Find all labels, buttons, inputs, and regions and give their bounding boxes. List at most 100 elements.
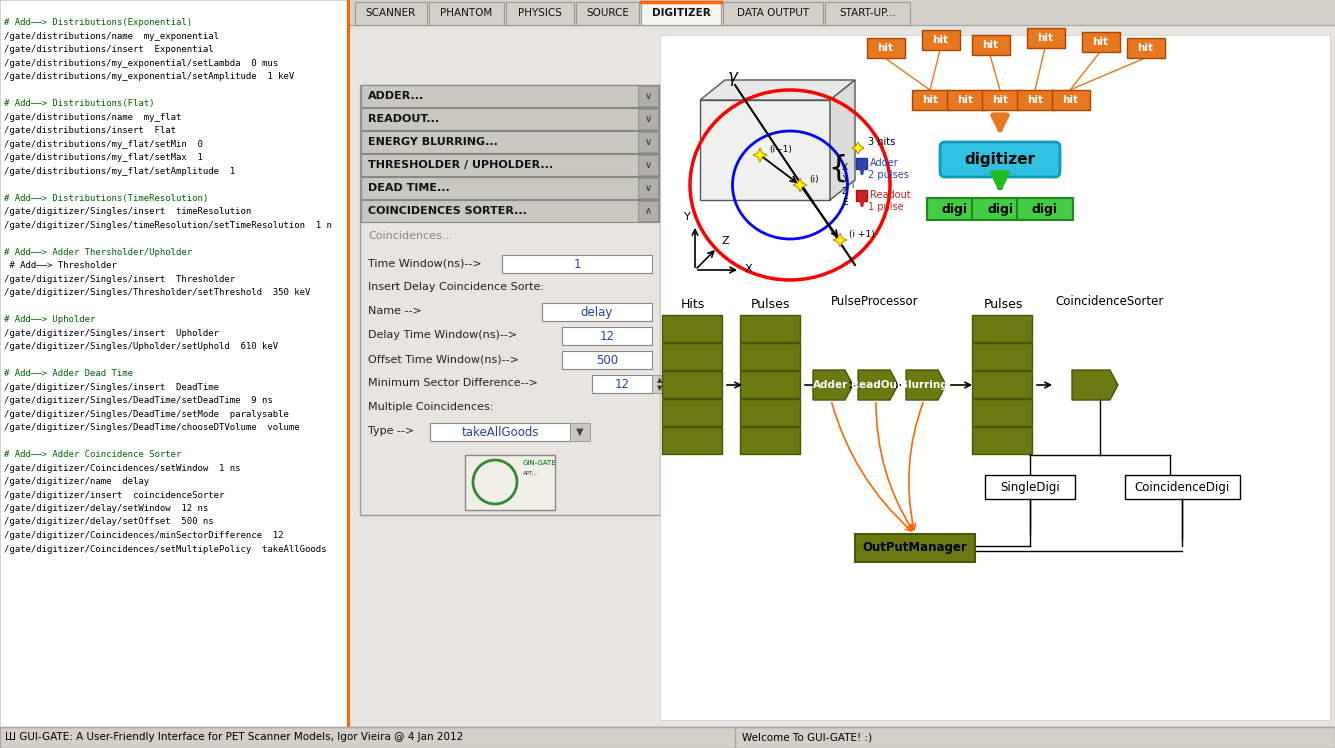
- Text: CoincidenceDigi: CoincidenceDigi: [1135, 480, 1230, 494]
- Text: Offset Time Window(ns)-->: Offset Time Window(ns)-->: [368, 354, 519, 364]
- Text: hit: hit: [983, 40, 999, 50]
- Text: ∨: ∨: [645, 160, 651, 170]
- Bar: [638, 86, 658, 106]
- Bar: [972, 315, 1032, 342]
- Bar: [1027, 28, 1065, 48]
- Bar: [570, 423, 590, 441]
- Text: digi: digi: [943, 203, 968, 215]
- Text: PHANTOM: PHANTOM: [441, 8, 493, 18]
- Text: ENERGY BLURRING...: ENERGY BLURRING...: [368, 137, 498, 147]
- Text: PulseProcessor: PulseProcessor: [832, 295, 918, 308]
- Text: Minimum Sector Difference-->: Minimum Sector Difference-->: [368, 378, 538, 388]
- Text: # Add——> Distributions(TimeResolution): # Add——> Distributions(TimeResolution): [4, 194, 208, 203]
- Bar: [591, 375, 651, 393]
- Text: /gate/distributions/name  my_exponential: /gate/distributions/name my_exponential: [4, 31, 219, 40]
- Text: /gate/digitizer/Singles/DeadTime/setMode  paralysable: /gate/digitizer/Singles/DeadTime/setMode…: [4, 409, 288, 418]
- Text: START-UP...: START-UP...: [840, 8, 896, 18]
- Bar: [856, 190, 866, 201]
- Bar: [360, 177, 659, 199]
- Bar: [825, 2, 910, 25]
- Text: # Add——> Distributions(Flat): # Add——> Distributions(Flat): [4, 99, 155, 108]
- Text: /gate/digitizer/Coincidences/minSectorDifference  12: /gate/digitizer/Coincidences/minSectorDi…: [4, 531, 283, 540]
- Bar: [662, 343, 722, 370]
- Bar: [985, 475, 1075, 499]
- Bar: [740, 371, 800, 398]
- Text: Name -->: Name -->: [368, 306, 422, 316]
- Text: PHYSICS: PHYSICS: [518, 8, 562, 18]
- Bar: [972, 399, 1032, 426]
- Text: (i): (i): [809, 175, 818, 184]
- Text: Insert Delay Coincidence Sorte:: Insert Delay Coincidence Sorte:: [368, 282, 543, 292]
- Text: ADDER...: ADDER...: [368, 91, 425, 101]
- Bar: [662, 371, 722, 398]
- Text: ReadOut: ReadOut: [850, 380, 901, 390]
- Text: READOUT...: READOUT...: [368, 114, 439, 124]
- Text: hit: hit: [992, 95, 1008, 105]
- Text: hit: hit: [1063, 95, 1077, 105]
- Text: ▼: ▼: [657, 385, 662, 391]
- Text: hit: hit: [1027, 95, 1043, 105]
- Bar: [638, 132, 658, 152]
- Text: /gate/distributions/name  my_flat: /gate/distributions/name my_flat: [4, 112, 182, 121]
- Text: SOURCE: SOURCE: [586, 8, 629, 18]
- Text: Adder: Adder: [813, 380, 849, 390]
- Bar: [972, 35, 1011, 55]
- Bar: [562, 351, 651, 369]
- Text: /gate/digitizer/Coincidences/setWindow  1 ns: /gate/digitizer/Coincidences/setWindow 1…: [4, 464, 240, 473]
- Bar: [465, 455, 555, 510]
- Bar: [740, 427, 800, 454]
- Text: (i +1): (i +1): [849, 230, 874, 239]
- Text: SCANNER: SCANNER: [366, 8, 417, 18]
- Bar: [638, 155, 658, 175]
- Bar: [350, 25, 1335, 727]
- Text: Welcome To GUI-GATE! :): Welcome To GUI-GATE! :): [742, 732, 872, 742]
- Bar: [740, 315, 800, 342]
- Bar: [430, 423, 570, 441]
- Bar: [926, 198, 983, 220]
- Text: /gate/digitizer/Singles/DeadTime/setDeadTime  9 ns: /gate/digitizer/Singles/DeadTime/setDead…: [4, 396, 272, 405]
- Text: /gate/digitizer/Singles/insert  timeResolution: /gate/digitizer/Singles/insert timeResol…: [4, 207, 251, 216]
- Bar: [0, 727, 1335, 748]
- Bar: [866, 38, 905, 58]
- Text: Multiple Coincidences:: Multiple Coincidences:: [368, 402, 494, 412]
- Bar: [1017, 90, 1055, 110]
- Text: hit: hit: [1037, 33, 1053, 43]
- Polygon shape: [753, 148, 768, 162]
- Bar: [854, 534, 975, 562]
- Text: ∨: ∨: [645, 137, 651, 147]
- Text: /gate/digitizer/Singles/Upholder/setUphold  610 keV: /gate/digitizer/Singles/Upholder/setUpho…: [4, 342, 278, 351]
- Text: hit: hit: [877, 43, 893, 53]
- Text: 12: 12: [599, 330, 614, 343]
- Text: DIGITIZER: DIGITIZER: [651, 8, 710, 18]
- Text: takeAllGoods: takeAllGoods: [462, 426, 539, 438]
- Polygon shape: [700, 100, 830, 200]
- Text: 1 pulse: 1 pulse: [868, 202, 904, 212]
- Bar: [360, 85, 659, 515]
- Polygon shape: [906, 370, 947, 400]
- Text: (i−1): (i−1): [769, 145, 792, 154]
- Bar: [350, 0, 1335, 25]
- Polygon shape: [700, 80, 854, 100]
- Text: /gate/distributions/my_flat/setAmplitude  1: /gate/distributions/my_flat/setAmplitude…: [4, 167, 235, 176]
- Text: 500: 500: [595, 354, 618, 367]
- Text: Pulses: Pulses: [984, 298, 1023, 311]
- Text: hit: hit: [1092, 37, 1108, 47]
- Text: 2 pulses: 2 pulses: [868, 170, 909, 180]
- Text: Z: Z: [721, 236, 729, 246]
- Text: /gate/digitizer/delay/setOffset  500 ns: /gate/digitizer/delay/setOffset 500 ns: [4, 518, 214, 527]
- Text: Ш GUI-GATE: A User-Friendly Interface for PET Scanner Models, Igor Vieira @ 4 Ja: Ш GUI-GATE: A User-Friendly Interface fo…: [5, 732, 463, 742]
- Polygon shape: [1072, 370, 1117, 400]
- Text: Pulses: Pulses: [750, 298, 790, 311]
- Bar: [347, 0, 350, 727]
- Text: # Add——> Distributions(Exponential): # Add——> Distributions(Exponential): [4, 18, 192, 27]
- Text: # Add——> Adder Coincidence Sorter: # Add——> Adder Coincidence Sorter: [4, 450, 182, 459]
- Text: 1: 1: [573, 257, 581, 271]
- Polygon shape: [852, 142, 864, 154]
- Bar: [360, 85, 659, 107]
- Polygon shape: [813, 370, 853, 400]
- Bar: [922, 30, 960, 50]
- Text: 12: 12: [614, 378, 630, 390]
- Bar: [740, 399, 800, 426]
- Bar: [360, 200, 659, 222]
- Bar: [1127, 38, 1165, 58]
